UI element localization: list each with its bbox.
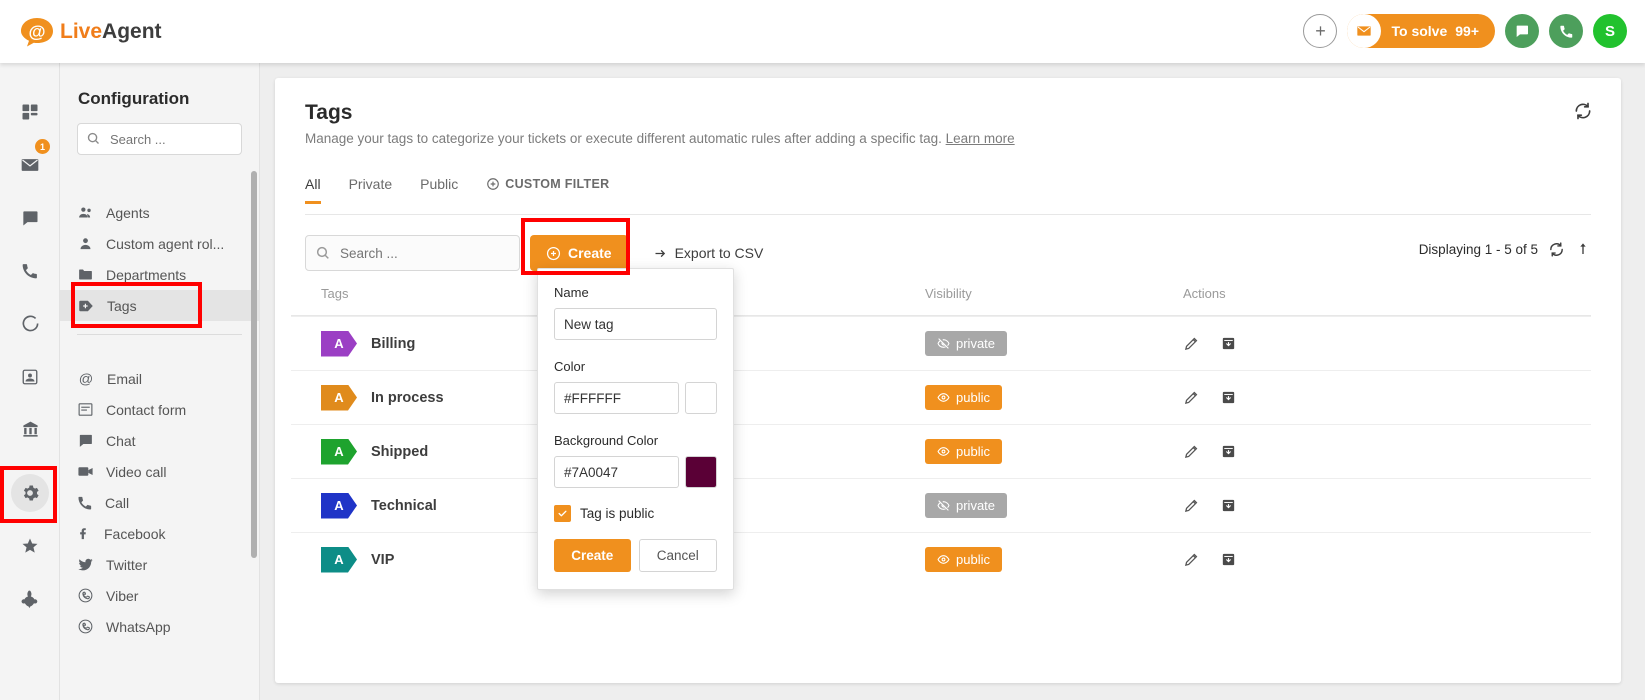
svg-text:@: @ — [28, 21, 45, 41]
svg-text:@: @ — [79, 371, 93, 387]
